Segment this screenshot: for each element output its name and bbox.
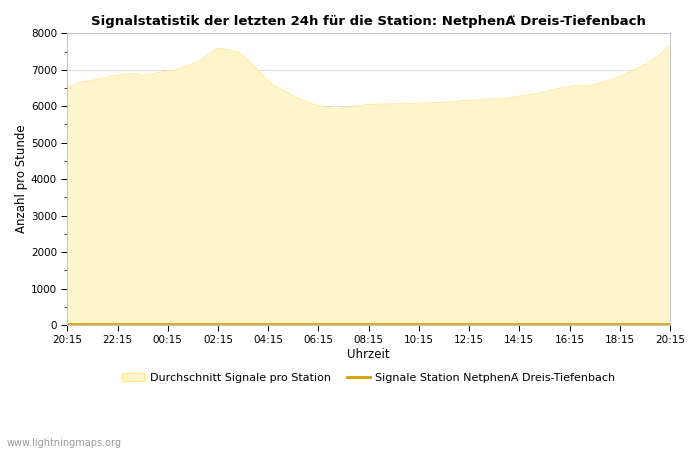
Y-axis label: Anzahl pro Stunde: Anzahl pro Stunde — [15, 125, 28, 234]
Legend: Durchschnitt Signale pro Station, Signale Station NetphenÄ Dreis-Tiefenbach: Durchschnitt Signale pro Station, Signal… — [118, 369, 620, 387]
Title: Signalstatistik der letzten 24h für die Station: NetphenÄ Dreis-Tiefenbach: Signalstatistik der letzten 24h für die … — [91, 15, 646, 28]
X-axis label: Uhrzeit: Uhrzeit — [347, 348, 390, 361]
Text: www.lightningmaps.org: www.lightningmaps.org — [7, 438, 122, 448]
